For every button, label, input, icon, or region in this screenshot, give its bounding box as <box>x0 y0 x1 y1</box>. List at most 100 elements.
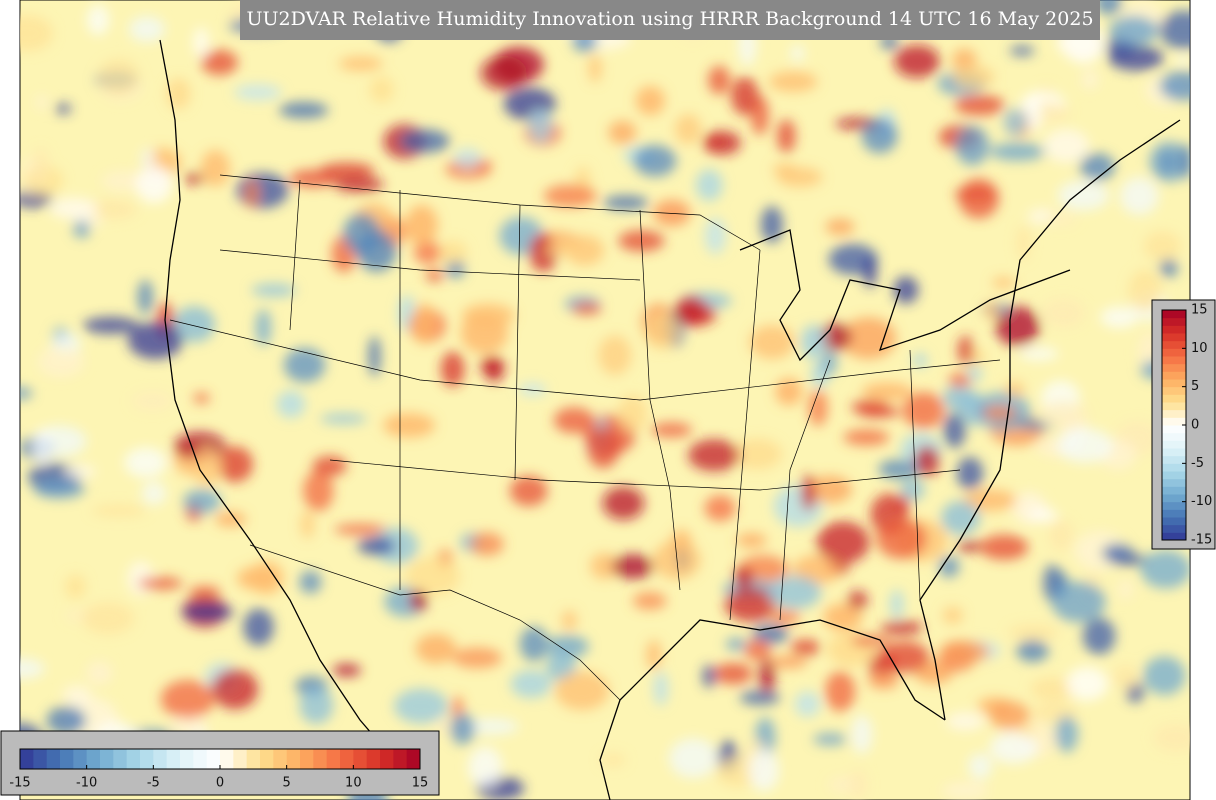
colorbar-band <box>86 749 101 769</box>
field-blob <box>519 626 549 662</box>
field-blob <box>32 429 53 465</box>
colorbar-band <box>100 749 114 769</box>
field-blob <box>312 455 347 477</box>
field-blob <box>132 391 173 411</box>
field-blob <box>234 84 282 101</box>
field-blob <box>801 474 816 511</box>
field-blob <box>775 377 803 406</box>
colorbar-band <box>1162 356 1186 365</box>
field-blob <box>334 524 387 535</box>
field-blob <box>913 353 928 368</box>
field-blob <box>708 65 731 95</box>
field-blob <box>989 142 1046 161</box>
field-blob <box>794 691 821 717</box>
field-blob <box>368 335 381 377</box>
colorbar-band <box>73 749 88 769</box>
field-blob <box>748 749 780 792</box>
field-blob <box>867 672 899 689</box>
colorbar-band <box>1162 317 1186 326</box>
field-blob <box>135 165 173 204</box>
colorbar-band <box>1162 402 1186 411</box>
field-blob <box>1149 141 1189 182</box>
colorbar-band <box>60 749 74 769</box>
field-blob <box>948 373 972 388</box>
field-blob <box>653 199 691 227</box>
field-blob <box>822 349 838 375</box>
field-blob <box>1108 15 1158 46</box>
colorbar-band <box>1162 310 1186 319</box>
field-blob <box>437 240 468 264</box>
field-blob <box>1042 298 1085 328</box>
field-blob <box>880 641 930 673</box>
field-blob <box>770 609 801 625</box>
colorbar-band <box>1162 486 1186 495</box>
field-blob <box>769 655 808 669</box>
field-blob <box>411 303 436 345</box>
colorbar-tick-label: 0 <box>216 776 224 791</box>
field-blob <box>65 574 86 599</box>
field-blob <box>561 610 577 631</box>
field-blob <box>510 669 552 699</box>
field-blob <box>588 54 602 83</box>
field-blob <box>485 358 504 383</box>
field-blob <box>73 220 91 239</box>
field-blob <box>632 591 667 610</box>
field-blob <box>383 413 436 438</box>
colorbar-band <box>1162 532 1186 541</box>
field-blob <box>744 639 772 661</box>
colorbar-tick-label: -15 <box>1191 533 1212 548</box>
field-blob <box>20 658 45 679</box>
field-blob <box>193 392 210 404</box>
field-blob <box>83 316 139 334</box>
field-blob <box>989 731 1038 764</box>
field-blob <box>851 714 873 754</box>
colorbar-band <box>1162 417 1186 426</box>
field-blob <box>958 178 999 219</box>
colorbar-tick-label: 5 <box>283 776 291 791</box>
field-blob <box>644 309 680 350</box>
field-blob <box>1159 258 1178 278</box>
field-blob <box>1044 212 1078 226</box>
field-blob <box>819 323 852 351</box>
field-blob <box>1049 519 1074 552</box>
field-blob <box>713 663 753 685</box>
field-blob <box>137 279 154 315</box>
field-blob <box>1008 624 1059 641</box>
colorbar-band <box>326 749 341 769</box>
colorbar-tick-label: -10 <box>76 776 97 791</box>
field-blob <box>806 475 853 504</box>
field-blob <box>992 276 1015 289</box>
colorbar-tick-label: 10 <box>345 776 362 791</box>
field-blob <box>82 602 135 635</box>
field-blob <box>564 235 605 266</box>
field-blob <box>1100 306 1139 328</box>
field-blob <box>702 130 742 155</box>
field-blob <box>772 163 798 176</box>
field-blob <box>825 218 855 236</box>
field-blob <box>338 56 383 71</box>
field-blob <box>1043 128 1090 163</box>
field-blob <box>957 335 974 366</box>
field-blob <box>633 145 677 177</box>
field-blob <box>343 213 381 255</box>
field-blob <box>849 769 867 800</box>
field-blob <box>847 590 868 610</box>
field-blob <box>357 537 396 556</box>
field-blob <box>955 125 990 166</box>
field-blob <box>861 382 913 401</box>
field-blob <box>440 351 465 387</box>
colorbar-band <box>153 749 168 769</box>
field-blob <box>1118 578 1134 601</box>
field-blob <box>861 118 898 154</box>
field-blob <box>674 114 702 145</box>
field-blob <box>1009 45 1035 56</box>
field-blob <box>333 176 384 193</box>
field-blob <box>461 303 515 328</box>
field-blob <box>1051 581 1106 623</box>
colorbar-band <box>113 749 128 769</box>
field-blob <box>843 429 890 446</box>
field-blob <box>55 103 72 114</box>
great-lakes <box>739 229 1071 362</box>
field-blob <box>790 639 821 656</box>
